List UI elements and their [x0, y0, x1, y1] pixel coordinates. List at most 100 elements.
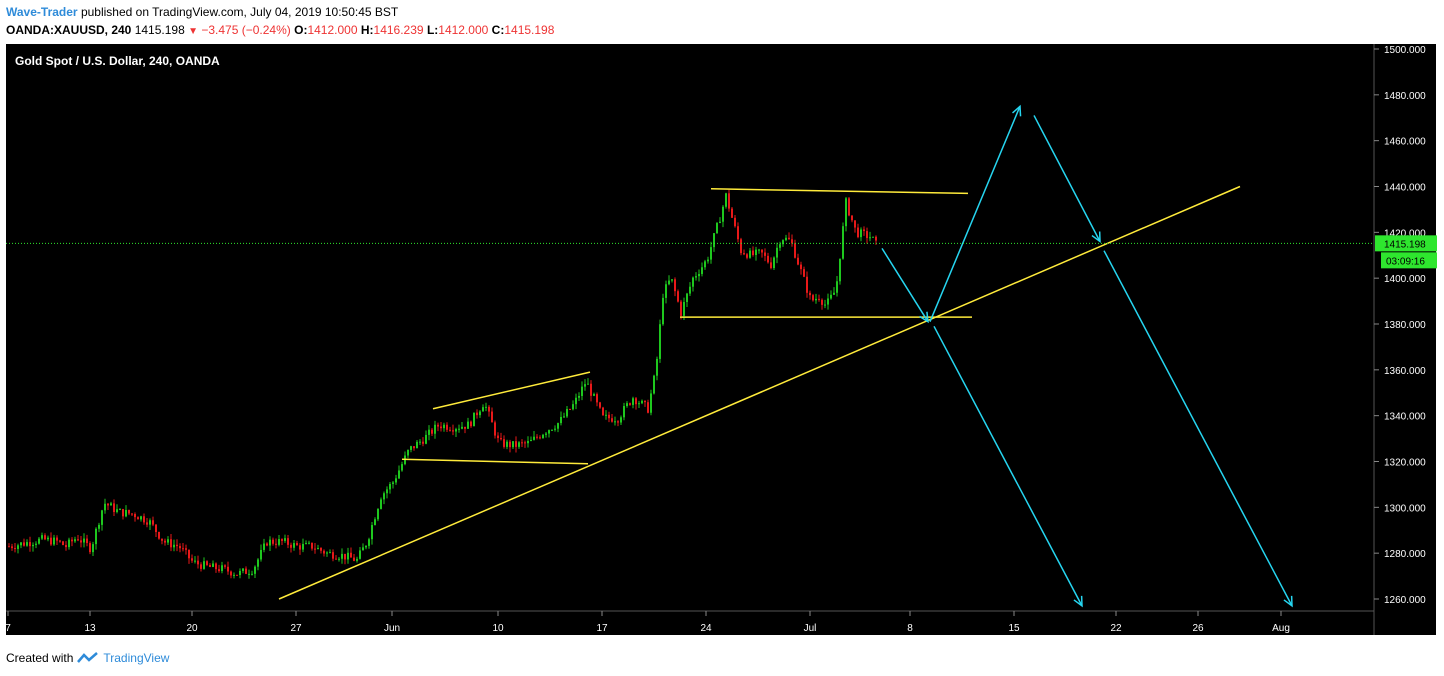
candle-body: [80, 540, 82, 543]
candle-body: [308, 542, 310, 544]
candle-body: [860, 229, 862, 238]
candle-body: [155, 524, 157, 532]
candle-body: [218, 569, 220, 572]
candle-body: [614, 421, 616, 423]
candle-body: [239, 570, 241, 576]
x-tick-label: 26: [1192, 623, 1204, 634]
candle-body: [647, 402, 649, 413]
candle-body: [728, 193, 730, 209]
candle-body: [92, 544, 94, 553]
candle-body: [545, 433, 547, 435]
candle-body: [542, 434, 544, 438]
candle-body: [569, 409, 571, 411]
candle-body: [173, 544, 175, 548]
candle-body: [143, 516, 145, 523]
candle-body: [374, 519, 376, 526]
candle-body: [245, 568, 247, 574]
candle-body: [311, 542, 313, 549]
candle-body: [434, 424, 436, 434]
candle-body: [56, 537, 58, 541]
candle-body: [872, 236, 874, 238]
candle-body: [134, 514, 136, 518]
high-value: 1416.239: [373, 23, 424, 37]
candle-body: [407, 449, 409, 456]
candle-body: [314, 548, 316, 550]
countdown-tag: [1381, 252, 1437, 269]
candle-body: [119, 509, 121, 511]
candle-body: [455, 429, 457, 432]
candle-body: [395, 478, 397, 483]
candle-body: [431, 429, 433, 434]
x-tick-label: 22: [1110, 623, 1122, 634]
candle-body: [806, 276, 808, 293]
candle-body: [380, 499, 382, 509]
candle-body: [686, 293, 688, 303]
candle-body: [506, 441, 508, 447]
candle-body: [188, 549, 190, 559]
candle-body: [494, 422, 496, 436]
y-tick-label: 1320.000: [1384, 458, 1426, 469]
candle-body: [767, 255, 769, 263]
candle-body: [764, 252, 766, 256]
candle-body: [782, 240, 784, 245]
y-tick-label: 1440.000: [1384, 183, 1426, 194]
open-label: O:: [294, 23, 308, 37]
candle-body: [185, 548, 187, 550]
candle-body: [581, 386, 583, 396]
candle-body: [563, 416, 565, 418]
candle-body: [779, 244, 781, 248]
candle-body: [179, 546, 181, 549]
low-value: 1412.000: [438, 23, 489, 37]
y-tick-label: 1280.000: [1384, 549, 1426, 560]
candle-body: [788, 237, 790, 240]
candle-body: [98, 524, 100, 529]
candle-body: [632, 398, 634, 405]
candle-body: [11, 546, 13, 549]
candle-body: [359, 550, 361, 559]
candle-body: [785, 237, 787, 241]
candle-body: [140, 516, 142, 520]
candle-body: [149, 520, 151, 525]
candle-body: [599, 402, 601, 408]
candle-body: [572, 404, 574, 410]
author-link[interactable]: Wave-Trader: [6, 5, 78, 19]
candle-body: [128, 509, 130, 514]
candle-body: [869, 237, 871, 239]
candle-body: [776, 247, 778, 258]
tradingview-link[interactable]: TradingView: [103, 651, 170, 665]
candle-body: [755, 249, 757, 256]
candle-body: [590, 383, 592, 396]
candle-body: [497, 435, 499, 439]
candle-body: [617, 421, 619, 423]
candle-body: [275, 543, 277, 545]
last-price-marker: 1415.198 03:09:16: [6, 235, 1437, 269]
candle-body: [692, 277, 694, 287]
candle-body: [677, 291, 679, 302]
candle-body: [8, 546, 10, 548]
x-tick-label: 17: [596, 623, 608, 634]
candle-body: [320, 547, 322, 551]
candle-body: [236, 574, 238, 576]
candle-body: [650, 393, 652, 413]
candle-body: [104, 503, 106, 511]
candle-body: [578, 395, 580, 398]
candle-body: [248, 573, 250, 575]
candle-body: [122, 509, 124, 517]
projection-arrows: [881, 104, 1293, 608]
candle-body: [503, 439, 505, 447]
candle-body: [107, 503, 109, 506]
candle-body: [626, 403, 628, 407]
candle-body: [299, 545, 301, 550]
candle-body: [740, 239, 742, 254]
candle-body: [629, 403, 631, 405]
candle-body: [152, 520, 154, 525]
candle-body: [389, 483, 391, 490]
candle-body: [350, 552, 352, 558]
candle-body: [329, 552, 331, 554]
candle-body: [170, 539, 172, 548]
x-tick-label: 10: [492, 623, 504, 634]
candle-body: [290, 544, 292, 548]
candle-body: [353, 557, 355, 561]
candle-body: [50, 537, 52, 545]
